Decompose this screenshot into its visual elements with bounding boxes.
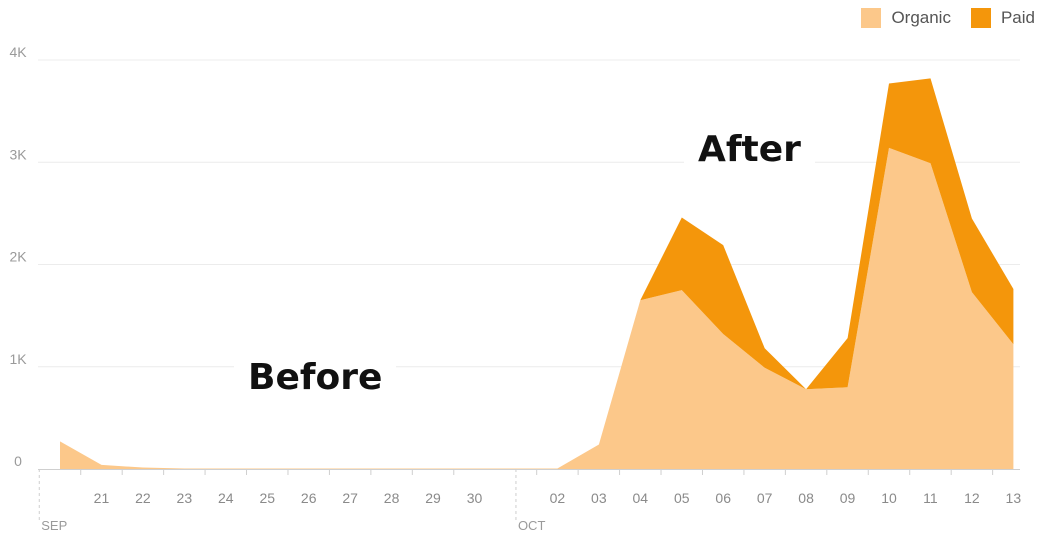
y-tick-label: 1K [9, 351, 27, 367]
x-tick-label: 25 [259, 490, 275, 506]
x-tick-label: 30 [467, 490, 483, 506]
x-tick-label: 04 [633, 490, 649, 506]
x-tick-label: 28 [384, 490, 400, 506]
x-tick-label: 10 [881, 490, 897, 506]
x-tick-label: 05 [674, 490, 690, 506]
x-tick-label: 03 [591, 490, 607, 506]
after-annotation: After [684, 128, 815, 172]
legend-swatch-organic [861, 8, 882, 28]
x-tick-label: 06 [715, 490, 731, 506]
month-label: SEP [41, 518, 67, 533]
x-tick-label: 24 [218, 490, 234, 506]
x-axis [38, 469, 1020, 520]
x-tick-label: 29 [425, 490, 441, 506]
month-label: OCT [518, 518, 546, 533]
x-tick-label: 11 [923, 490, 938, 506]
y-tick-label: 3K [9, 146, 27, 162]
x-tick-label: 12 [964, 490, 980, 506]
legend-swatch-paid [970, 8, 991, 28]
area-paid [60, 78, 1014, 469]
x-tick-label: 26 [301, 490, 317, 506]
area-organic [60, 147, 1014, 469]
x-tick-label: 02 [550, 490, 566, 506]
before-annotation: Before [234, 356, 397, 400]
legend-item-paid[interactable]: Paid [970, 8, 1035, 28]
legend: Organic Paid [841, 8, 1035, 28]
legend-label-paid: Paid [1000, 8, 1035, 27]
x-tick-label: 13 [1006, 490, 1022, 506]
x-tick-label: 23 [177, 490, 193, 506]
x-tick-label: 27 [342, 490, 358, 506]
area-series-layer [60, 78, 1014, 469]
y-tick-label: 0 [14, 453, 22, 469]
x-tick-label: 09 [840, 490, 856, 506]
x-tick-label: 08 [798, 490, 814, 506]
legend-label-organic: Organic [891, 8, 951, 27]
legend-item-organic[interactable]: Organic [861, 8, 951, 28]
x-tick-label: 07 [757, 490, 773, 506]
x-tick-label: 22 [135, 490, 151, 506]
y-tick-label: 4K [9, 44, 27, 60]
x-tick-label: 21 [94, 490, 110, 506]
axis-labels: 0 1K 2K 3K 4K 21 22 23 24 25 26 27 28 29 30 02 03 04 05 06 0… [9, 44, 1021, 533]
y-tick-label: 2K [9, 249, 27, 265]
